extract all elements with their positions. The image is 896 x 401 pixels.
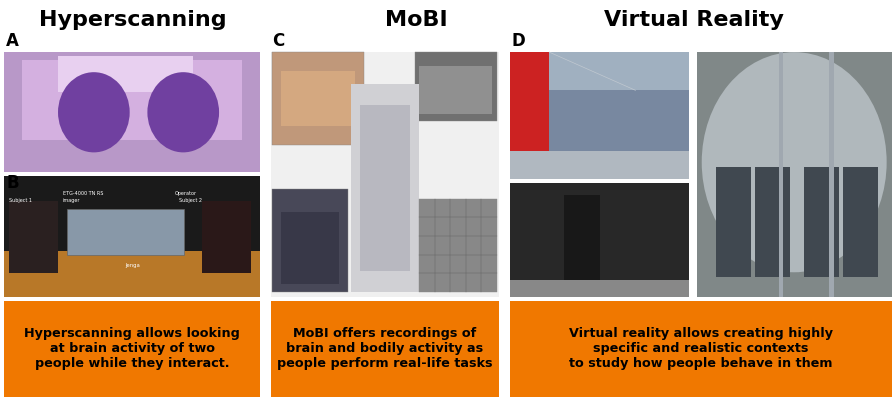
FancyBboxPatch shape	[350, 84, 419, 292]
FancyBboxPatch shape	[716, 167, 752, 277]
FancyBboxPatch shape	[272, 52, 364, 145]
Ellipse shape	[147, 72, 219, 152]
FancyBboxPatch shape	[415, 52, 496, 121]
FancyBboxPatch shape	[419, 199, 496, 292]
FancyBboxPatch shape	[271, 52, 499, 297]
FancyBboxPatch shape	[4, 52, 260, 172]
Ellipse shape	[58, 72, 130, 152]
Text: Virtual Reality: Virtual Reality	[605, 10, 784, 30]
Text: Operator: Operator	[175, 191, 197, 196]
Text: imager: imager	[63, 198, 81, 203]
FancyBboxPatch shape	[510, 183, 689, 297]
FancyBboxPatch shape	[564, 194, 599, 286]
Text: C: C	[272, 32, 285, 50]
FancyBboxPatch shape	[804, 167, 839, 277]
Text: A: A	[6, 32, 19, 50]
Text: MoBI offers recordings of
brain and bodily activity as
people perform real-life : MoBI offers recordings of brain and bodi…	[277, 327, 493, 371]
Text: Hyperscanning allows looking
at brain activity of two
people while they interact: Hyperscanning allows looking at brain ac…	[24, 327, 240, 371]
Text: Hyperscanning: Hyperscanning	[39, 10, 227, 30]
FancyBboxPatch shape	[697, 52, 892, 297]
FancyBboxPatch shape	[779, 52, 783, 297]
FancyBboxPatch shape	[271, 301, 499, 397]
FancyBboxPatch shape	[4, 251, 260, 297]
FancyBboxPatch shape	[9, 200, 58, 273]
Text: Virtual reality allows creating highly
specific and realistic contexts
to study : Virtual reality allows creating highly s…	[569, 327, 832, 371]
FancyBboxPatch shape	[510, 52, 549, 179]
FancyBboxPatch shape	[510, 52, 689, 179]
FancyBboxPatch shape	[510, 280, 689, 297]
FancyBboxPatch shape	[829, 52, 833, 297]
FancyBboxPatch shape	[67, 209, 184, 255]
Text: ETG-4000 TN RS: ETG-4000 TN RS	[63, 191, 103, 196]
Text: Subject 1: Subject 1	[9, 198, 32, 203]
Text: Subject 2: Subject 2	[179, 198, 202, 203]
Ellipse shape	[702, 52, 887, 272]
Text: D: D	[512, 32, 525, 50]
FancyBboxPatch shape	[58, 56, 193, 92]
FancyBboxPatch shape	[510, 301, 892, 397]
FancyBboxPatch shape	[549, 52, 689, 90]
FancyBboxPatch shape	[755, 167, 790, 277]
Text: Jenga: Jenga	[125, 263, 140, 268]
Text: B: B	[6, 174, 19, 192]
FancyBboxPatch shape	[359, 105, 410, 271]
FancyBboxPatch shape	[419, 66, 492, 114]
FancyBboxPatch shape	[202, 200, 251, 273]
FancyBboxPatch shape	[4, 176, 260, 297]
FancyBboxPatch shape	[281, 71, 355, 126]
FancyBboxPatch shape	[843, 167, 878, 277]
FancyBboxPatch shape	[510, 151, 689, 179]
FancyBboxPatch shape	[22, 60, 242, 140]
FancyBboxPatch shape	[4, 301, 260, 397]
FancyBboxPatch shape	[281, 212, 339, 284]
FancyBboxPatch shape	[272, 189, 348, 292]
Text: MoBI: MoBI	[385, 10, 448, 30]
